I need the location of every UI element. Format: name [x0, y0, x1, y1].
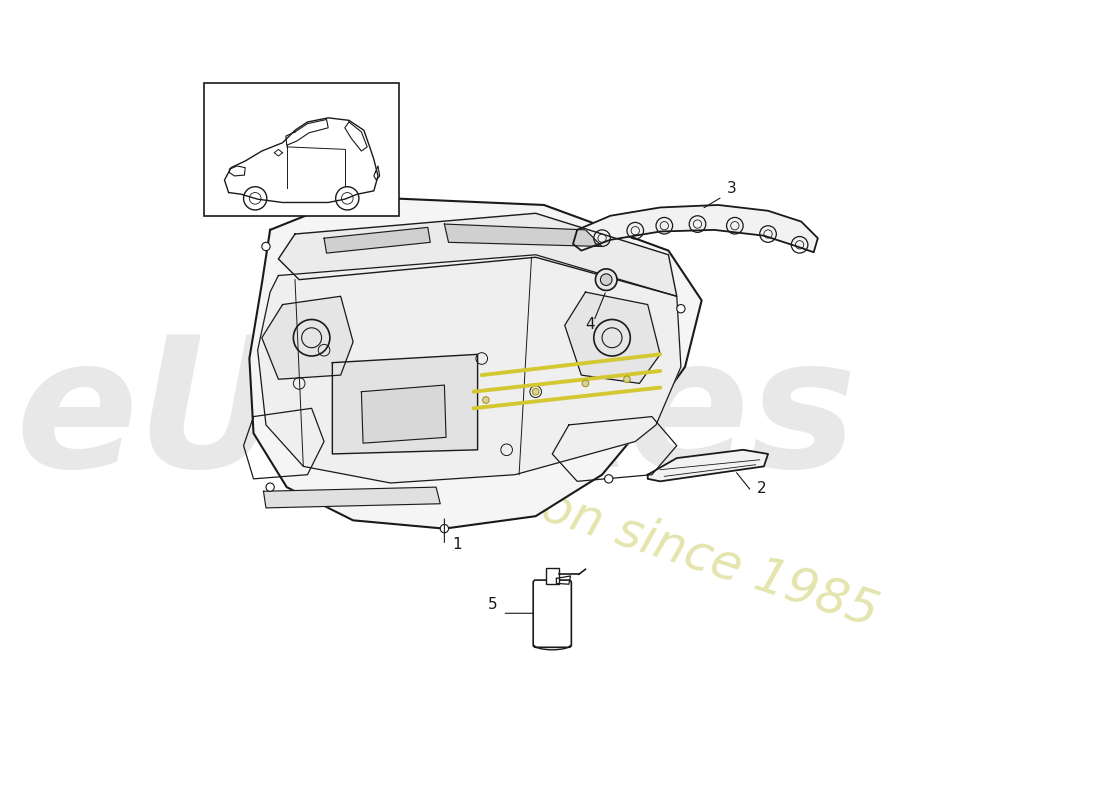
Circle shape: [532, 388, 539, 395]
Circle shape: [624, 376, 630, 382]
Polygon shape: [648, 450, 768, 482]
Polygon shape: [324, 227, 430, 253]
Text: eUroRes: eUroRes: [15, 329, 857, 505]
Polygon shape: [257, 254, 681, 483]
Polygon shape: [278, 214, 676, 296]
Circle shape: [676, 305, 685, 313]
Polygon shape: [573, 205, 817, 252]
Circle shape: [582, 380, 588, 386]
Text: 4: 4: [585, 318, 595, 333]
Polygon shape: [264, 487, 440, 508]
FancyBboxPatch shape: [534, 580, 571, 647]
Polygon shape: [564, 292, 660, 383]
Text: 3: 3: [727, 181, 736, 195]
Circle shape: [605, 474, 613, 483]
Bar: [204, 83, 398, 216]
Circle shape: [262, 242, 271, 250]
Text: a passion since 1985: a passion since 1985: [370, 429, 884, 637]
Circle shape: [266, 483, 274, 491]
Text: 1: 1: [453, 538, 462, 552]
Circle shape: [595, 269, 617, 290]
Polygon shape: [444, 224, 602, 246]
Circle shape: [483, 397, 490, 403]
Bar: [546, 568, 559, 584]
Circle shape: [601, 274, 612, 286]
Circle shape: [440, 525, 449, 533]
Text: 5: 5: [487, 597, 497, 612]
Polygon shape: [250, 197, 702, 529]
Polygon shape: [262, 296, 353, 379]
Polygon shape: [332, 354, 477, 454]
Text: 2: 2: [757, 481, 766, 496]
Polygon shape: [362, 385, 446, 443]
